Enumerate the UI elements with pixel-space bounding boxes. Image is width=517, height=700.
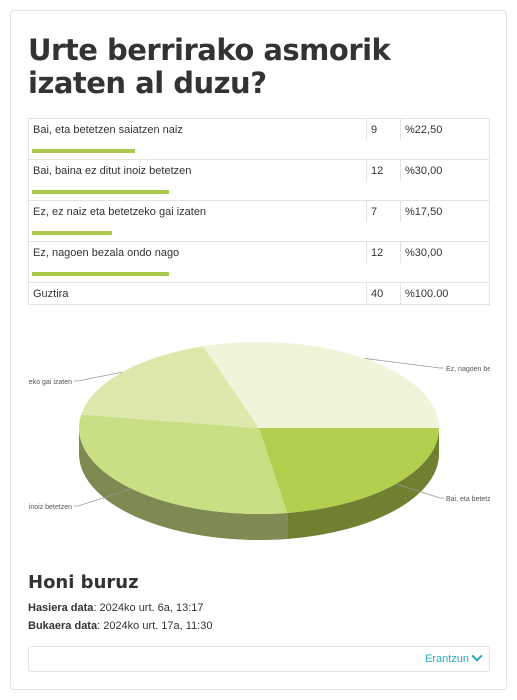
- total-count: 40: [366, 282, 401, 305]
- pie-leader-line: [74, 488, 132, 507]
- answer-bar-cell: [28, 181, 490, 201]
- results-pie-chart: Bai, eta betetz inoiz betetzen zeko gai iz…: [28, 342, 490, 540]
- start-date-value: : 2024ko urt. 6a, 13:17: [93, 602, 204, 614]
- end-date-value: : 2024ko urt. 17a, 11:30: [97, 620, 213, 632]
- answer-progress-bar: [32, 189, 169, 194]
- pie-slice-side: [287, 428, 439, 539]
- answer-bar-cell: [28, 140, 490, 160]
- answer-bar-row: [28, 222, 490, 242]
- pie-label: Bai, eta betetz: [446, 496, 490, 503]
- end-date-label: Bukaera data: [28, 620, 98, 632]
- answer-row: Bai, baina ez ditut inoiz betetzen 12 %30,…: [28, 159, 490, 181]
- end-date: Bukaera data: 2024ko urt. 17a, 11:30: [28, 620, 212, 632]
- answer-button[interactable]: Erantzun: [424, 650, 483, 665]
- pie-label: Ez, nagoen be: [446, 366, 490, 373]
- answer-bar-cell: [28, 222, 490, 242]
- pie-slice[interactable]: [203, 342, 439, 428]
- answer-row: Ez, ez naiz eta betetzeko gai izaten 7 %17…: [28, 200, 490, 222]
- answer-bar-row: [28, 263, 490, 283]
- pie-leader-line: [364, 358, 444, 369]
- answer-progress-bar: [32, 271, 169, 276]
- pie-leader-line: [395, 483, 444, 499]
- answer-progress-bar: [32, 148, 135, 153]
- answer-percent: %17,50: [400, 200, 490, 222]
- answer-bar-cell: [28, 263, 490, 283]
- answer-percent: %30,00: [400, 241, 490, 263]
- answer-count: 12: [366, 241, 401, 263]
- answer-count: 9: [366, 118, 401, 140]
- answer-label: Ez, nagoen bezala ondo nago: [28, 241, 367, 263]
- poll-question-title: Urte berrirako asmorik izaten al duzu?: [28, 33, 391, 100]
- answer-percent: %30,00: [400, 159, 490, 181]
- chevron-down-icon: [471, 650, 483, 662]
- pie-slice-side: [79, 428, 288, 540]
- answer-label: Ez, ez naiz eta betetzeko gai izaten: [28, 200, 367, 222]
- answer-bar-row: [28, 140, 490, 160]
- answer-label: Bai, eta betetzen saiatzen naiz: [28, 118, 367, 140]
- pie-slice[interactable]: [78, 414, 288, 514]
- answer-bar: Erantzun: [28, 646, 490, 672]
- total-row: Guztira 40 %100.00: [28, 282, 490, 305]
- answer-percent: %22,50: [400, 118, 490, 140]
- pie-leader-line: [74, 371, 123, 382]
- answer-row: Bai, eta betetzen saiatzen naiz 9 %22,50: [28, 118, 490, 140]
- answer-count: 7: [366, 200, 401, 222]
- answer-progress-bar: [32, 230, 112, 235]
- pie-label: zeko gai izaten: [28, 379, 72, 386]
- answer-bar-row: [28, 181, 490, 201]
- total-label: Guztira: [28, 282, 367, 305]
- start-date: Hasiera data: 2024ko urt. 6a, 13:17: [28, 602, 204, 614]
- answer-row: Ez, nagoen bezala ondo nago 12 %30,00: [28, 241, 490, 263]
- answer-label: Bai, baina ez ditut inoiz betetzen: [28, 159, 367, 181]
- results-table: Bai, eta betetzen saiatzen naiz 9 %22,50 Ba…: [28, 118, 490, 305]
- pie-label: inoiz betetzen: [29, 504, 72, 511]
- answer-count: 12: [366, 159, 401, 181]
- pie-slice[interactable]: [81, 346, 259, 428]
- answer-button-label: Erantzun: [424, 653, 469, 665]
- start-date-label: Hasiera data: [28, 602, 94, 614]
- about-title: Honi buruz: [28, 572, 139, 593]
- pie-slice[interactable]: [259, 428, 439, 513]
- total-percent: %100.00: [400, 282, 490, 305]
